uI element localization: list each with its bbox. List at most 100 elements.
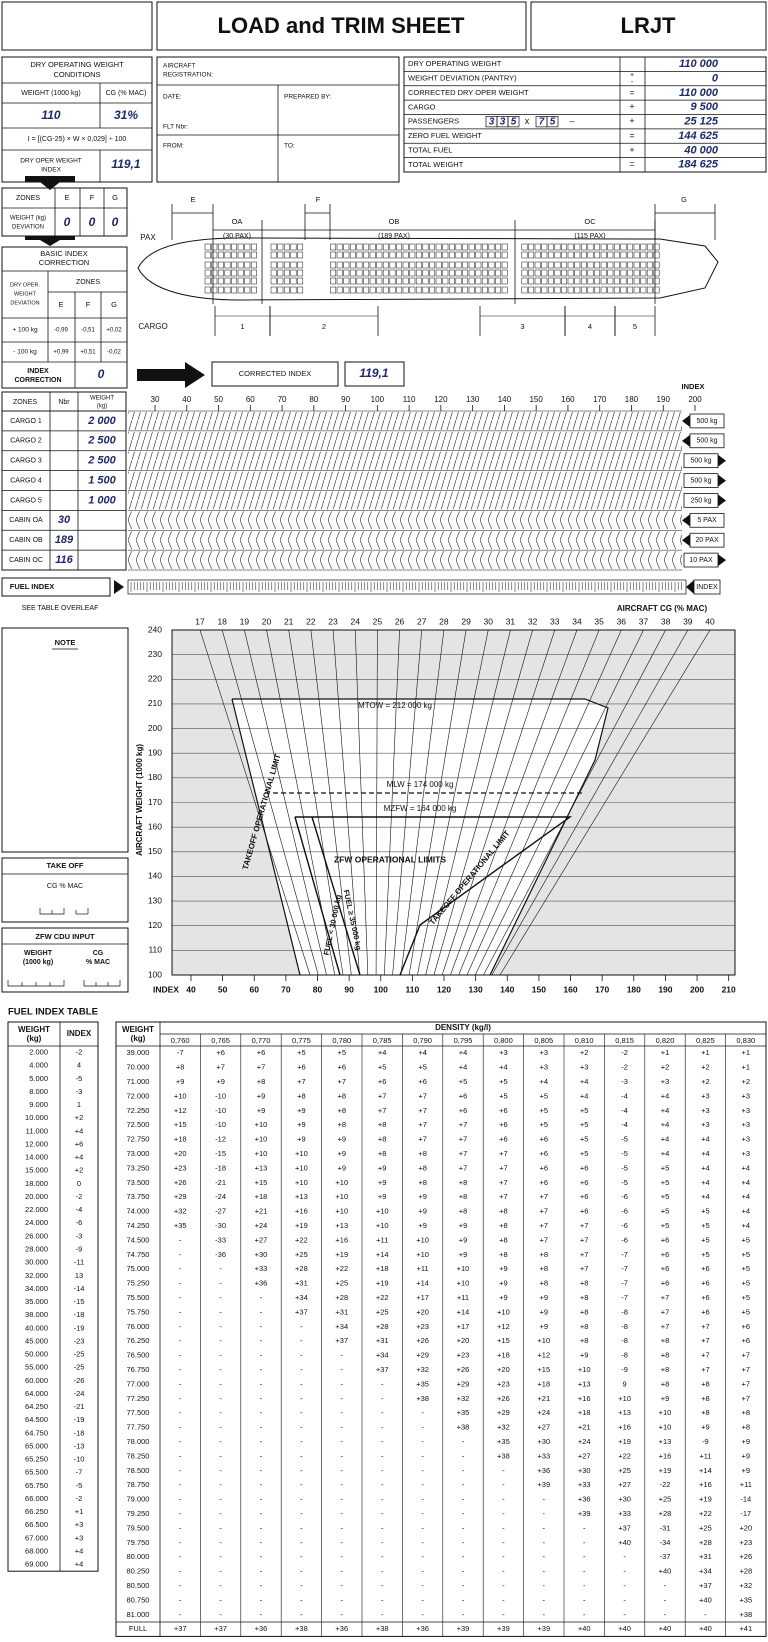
label: +17 (416, 1293, 429, 1302)
label: 500 kg (696, 438, 717, 445)
label: - (502, 1509, 505, 1518)
label: -7 (76, 1468, 83, 1477)
label: +7 (742, 1394, 751, 1403)
label: -4 (76, 1205, 83, 1214)
seat (580, 286, 587, 294)
label: +8 (378, 1135, 387, 1144)
y-tick-label: 210 (148, 698, 162, 708)
label: - (219, 1437, 222, 1446)
label: +4 (75, 1153, 84, 1162)
cg-line (310, 630, 352, 975)
label: +7 (257, 1063, 266, 1072)
label: +40 (578, 1624, 591, 1633)
x-tick-label: 150 (532, 984, 546, 994)
label: +6 (459, 1106, 468, 1115)
label: +5 (661, 1207, 670, 1216)
label: -8 (621, 1322, 628, 1331)
seat (442, 286, 449, 294)
label: - (179, 1379, 182, 1388)
label: - (381, 1552, 384, 1561)
label: +5 (580, 1106, 589, 1115)
label: 110 (41, 108, 60, 122)
seat (396, 243, 403, 251)
box (693, 579, 721, 595)
label: -11 (74, 1258, 84, 1267)
label: +4 (661, 1120, 670, 1129)
seat (409, 261, 416, 269)
cg-tick-label: 24 (350, 616, 360, 626)
label: 119,1 (111, 157, 140, 171)
label: - (179, 1365, 182, 1374)
label: DATE: (163, 94, 182, 101)
label: G (112, 193, 118, 202)
label: +8 (499, 1235, 508, 1244)
seat (297, 286, 304, 294)
label: -15 (74, 1297, 85, 1306)
label: - (421, 1538, 424, 1547)
label: - (260, 1538, 263, 1547)
label: - (341, 1595, 344, 1604)
seat (376, 269, 383, 277)
seat (501, 269, 508, 277)
label: 73.000 (127, 1149, 150, 1158)
label: -31 (660, 1523, 671, 1532)
label: 66.000 (25, 1494, 48, 1503)
seat (640, 277, 647, 285)
label: +9 (459, 1250, 468, 1259)
label: - (219, 1351, 222, 1360)
seat (488, 261, 495, 269)
label: +14 (416, 1279, 429, 1288)
label: - (341, 1538, 344, 1547)
arrow (682, 514, 690, 527)
cg-tick-label: 23 (328, 616, 338, 626)
label: - (300, 1509, 303, 1518)
label: +3 (742, 1135, 751, 1144)
label: +6 (499, 1106, 508, 1115)
label: +7 (742, 1351, 751, 1360)
label: - (260, 1307, 263, 1316)
label: - (179, 1322, 182, 1331)
seat (620, 286, 627, 294)
index-scale (128, 471, 682, 490)
label: 0,770 (252, 1036, 271, 1045)
label: CARGO 1 (10, 418, 42, 425)
label: 73.750 (127, 1192, 150, 1201)
seat (376, 243, 383, 251)
index-tick-label: 30 (151, 395, 160, 404)
seat (297, 277, 304, 285)
label: +6 (701, 1307, 710, 1316)
label: +7 (661, 1307, 670, 1316)
label: -15 (215, 1149, 226, 1158)
seat (415, 277, 422, 285)
label: CARGO 2 (10, 438, 42, 445)
label: +2 (661, 1063, 670, 1072)
label: 10.000 (25, 1113, 48, 1122)
label: - (502, 1523, 505, 1532)
label: +14 (457, 1307, 470, 1316)
label: - (300, 1538, 303, 1547)
label: +31 (335, 1307, 348, 1316)
label: +16 (699, 1480, 712, 1489)
label: -12 (215, 1135, 226, 1144)
seat (481, 243, 488, 251)
label: +9 (459, 1221, 468, 1230)
label: WEIGHT (24, 950, 53, 957)
seat (422, 269, 429, 277)
seat (620, 261, 627, 269)
label: +16 (295, 1207, 308, 1216)
label: - (583, 1523, 586, 1532)
seat (283, 261, 290, 269)
label: +35 (416, 1379, 429, 1388)
label: ZFW CDU INPUT (35, 932, 95, 941)
label: - (421, 1581, 424, 1590)
label: CARGO (408, 102, 436, 111)
index-scale (128, 451, 682, 470)
label: - (179, 1351, 182, 1360)
seat (442, 261, 449, 269)
label: INDEX (682, 382, 705, 391)
seat (270, 269, 277, 277)
seat (363, 277, 370, 285)
label: +8 (459, 1178, 468, 1187)
label: - 100 kg (13, 349, 37, 356)
label: - (260, 1552, 263, 1561)
